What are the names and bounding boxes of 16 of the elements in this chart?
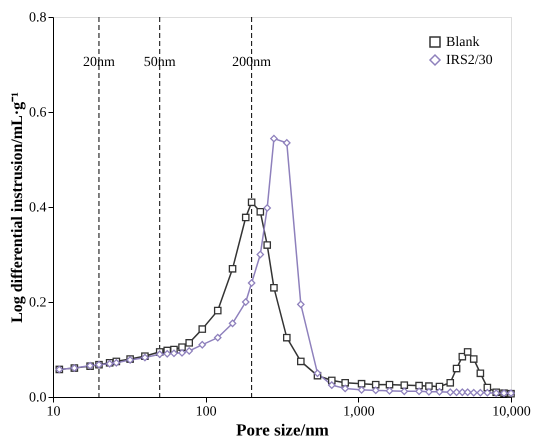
x-tick-label: 1,000 — [343, 404, 375, 420]
y-tick-label: 0.8 — [29, 10, 46, 26]
legend-label: Blank — [446, 35, 480, 50]
y-tick-label: 0.6 — [29, 106, 46, 120]
ref-line-label: 20nm — [83, 55, 116, 70]
y-tick-label: 0.2 — [29, 296, 46, 310]
ref-line-label: 200nm — [232, 55, 272, 70]
y-axis-title: Log differential instrusion/mL·g⁻¹ — [9, 92, 26, 323]
x-tick-label: 10,000 — [492, 404, 531, 420]
y-tick-label: 0.4 — [29, 200, 46, 216]
x-tick-label: 100 — [196, 404, 217, 420]
y-tick-label: 0.0 — [29, 390, 46, 406]
x-axis-title: Pore size/nm — [236, 420, 329, 440]
ref-line-label: 50nm — [144, 55, 176, 70]
x-tick-label: 10 — [46, 404, 60, 420]
legend-label: IRS2/30 — [446, 53, 493, 68]
